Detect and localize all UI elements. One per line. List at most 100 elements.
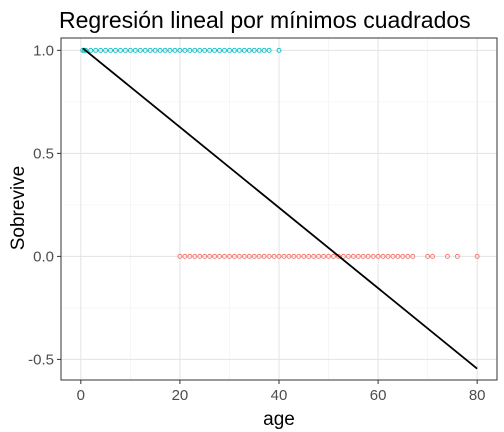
- y-tick-label: 0.5: [33, 145, 54, 162]
- data-point-series-1: [122, 47, 128, 53]
- data-point-series-2: [271, 253, 277, 259]
- data-point-series-1: [127, 47, 133, 53]
- data-point-series-2: [390, 253, 396, 259]
- data-point-series-2: [296, 253, 302, 259]
- data-point-series-1: [231, 47, 237, 53]
- data-point-series-1: [118, 47, 123, 53]
- data-point-series-1: [202, 47, 208, 53]
- data-point-series-2: [236, 253, 242, 259]
- data-point-series-2: [380, 253, 386, 259]
- data-point-series-1: [246, 47, 252, 53]
- x-tick-label: 0: [77, 387, 85, 404]
- data-point-series-2: [365, 253, 371, 259]
- data-point-series-1: [212, 47, 218, 53]
- data-point-series-1: [152, 47, 158, 53]
- data-point-series-2: [311, 253, 317, 259]
- y-tick-label: 1.0: [33, 42, 54, 59]
- regression-line-group: [82, 47, 478, 370]
- x-tick-label: 40: [271, 387, 288, 404]
- data-point-series-2: [336, 253, 341, 259]
- data-point-series-2: [222, 253, 227, 259]
- y-tick-label: -0.5: [28, 351, 54, 368]
- y-axis-ticks: -0.5 0.0 0.5 1.0: [28, 42, 61, 368]
- data-point-series-1: [162, 47, 168, 53]
- data-point-series-2: [355, 253, 361, 259]
- data-point-series-1: [88, 47, 94, 53]
- chart-title: Regresión lineal por mínimos cuadrados: [59, 7, 471, 33]
- data-point-series-1: [261, 47, 267, 53]
- data-point-series-1: [276, 47, 282, 53]
- data-point-series-2: [227, 253, 232, 259]
- x-axis-label: age: [263, 409, 295, 430]
- data-point-series-1: [172, 47, 178, 53]
- data-point-series-2: [430, 253, 436, 259]
- data-point-series-2: [405, 253, 411, 259]
- data-point-series-1: [93, 47, 99, 53]
- data-point-series-2: [454, 253, 460, 259]
- data-point-series-2: [400, 253, 406, 259]
- data-point-series-2: [326, 253, 331, 259]
- data-point-series-2: [286, 253, 292, 259]
- data-point-series-2: [425, 253, 431, 259]
- data-point-series-1: [108, 47, 113, 53]
- data-point-series-2: [207, 253, 213, 259]
- data-point-series-2: [266, 253, 272, 259]
- data-point-series-1: [192, 47, 198, 53]
- data-point-series-1: [177, 47, 183, 53]
- x-axis-ticks: 0 20 40 60 80: [77, 380, 486, 404]
- x-tick-label: 60: [370, 387, 387, 404]
- data-point-series-2: [192, 253, 198, 259]
- data-point-series-1: [113, 47, 118, 53]
- y-axis-label: Sobrevive: [8, 166, 29, 251]
- data-point-series-2: [316, 253, 322, 259]
- data-point-series-2: [370, 253, 376, 259]
- data-point-series-2: [202, 253, 208, 259]
- regression-line: [82, 47, 478, 370]
- data-point-series-2: [231, 253, 237, 259]
- y-tick-label: 0.0: [33, 248, 54, 265]
- data-point-series-1: [236, 47, 242, 53]
- data-point-series-2: [276, 253, 282, 259]
- data-point-series-2: [281, 253, 287, 259]
- data-point-series-1: [147, 47, 153, 53]
- data-point-series-1: [197, 47, 203, 53]
- data-point-series-1: [103, 47, 109, 53]
- data-point-series-1: [182, 47, 188, 53]
- data-point-series-2: [350, 253, 356, 259]
- data-point-series-1: [167, 47, 173, 53]
- data-point-series-2: [187, 253, 193, 259]
- data-point-series-2: [345, 253, 351, 259]
- data-point-series-2: [182, 253, 188, 259]
- data-point-series-1: [83, 47, 89, 53]
- data-point-series-2: [261, 253, 267, 259]
- data-point-series-2: [395, 253, 401, 259]
- data-point-series-1: [241, 47, 247, 53]
- data-point-series-1: [222, 47, 227, 53]
- data-point-series-2: [251, 253, 257, 259]
- data-point-series-2: [410, 253, 416, 259]
- data-point-series-2: [360, 253, 366, 259]
- data-point-series-2: [445, 253, 450, 259]
- data-point-series-2: [197, 253, 203, 259]
- data-point-series-1: [187, 47, 193, 53]
- data-point-series-1: [157, 47, 163, 53]
- data-point-series-1: [137, 47, 143, 53]
- data-point-series-2: [340, 253, 346, 259]
- data-point-series-2: [306, 253, 312, 259]
- data-point-series-2: [375, 253, 381, 259]
- data-point-series-1: [207, 47, 213, 53]
- data-point-series-1: [217, 47, 222, 53]
- x-tick-label: 20: [172, 387, 189, 404]
- data-point-series-1: [98, 47, 104, 53]
- data-point-series-1: [266, 47, 272, 53]
- data-point-series-1: [132, 47, 138, 53]
- data-point-series-2: [331, 253, 336, 259]
- data-point-series-1: [142, 47, 148, 53]
- data-point-series-2: [291, 253, 297, 259]
- data-point-series-2: [241, 253, 247, 259]
- data-point-series-1: [251, 47, 257, 53]
- data-point-series-2: [321, 253, 327, 259]
- data-point-series-2: [385, 253, 391, 259]
- data-point-series-2: [474, 253, 480, 259]
